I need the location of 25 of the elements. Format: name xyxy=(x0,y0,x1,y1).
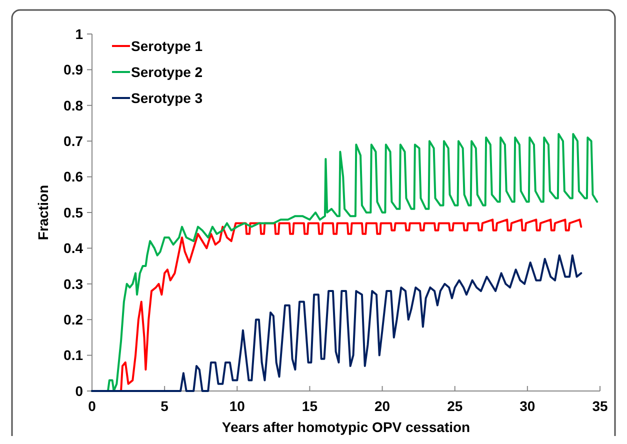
x-tick-label: 10 xyxy=(229,398,246,414)
x-tick-label: 25 xyxy=(447,398,463,414)
x-tick-label: 5 xyxy=(160,398,169,414)
x-tick-label: 30 xyxy=(520,398,536,414)
legend-label: Serotype 2 xyxy=(131,64,203,80)
y-tick-label: 0.9 xyxy=(64,62,84,78)
y-tick-label: 0.3 xyxy=(64,276,84,292)
y-tick-label: 0.6 xyxy=(64,168,84,185)
y-tick-label: 0.2 xyxy=(64,312,84,328)
y-tick-label: 0.8 xyxy=(64,97,84,114)
y-tick-label: 0.4 xyxy=(64,240,84,256)
y-axis-title: Fraction xyxy=(35,184,51,240)
x-tick-label: 35 xyxy=(592,398,608,414)
x-tick-label: 20 xyxy=(374,398,390,414)
y-tick-label: 0.1 xyxy=(64,347,84,364)
legend-label: Serotype 1 xyxy=(131,38,203,54)
x-tick-label: 15 xyxy=(302,398,318,414)
y-tick-label: 0 xyxy=(75,382,84,399)
y-tick-label: 0.5 xyxy=(64,204,84,220)
y-tick-label: 1 xyxy=(75,26,84,42)
line-series xyxy=(91,254,582,392)
y-tick-label: 0.7 xyxy=(64,133,84,149)
x-axis-title: Years after homotypic OPV cessation xyxy=(222,419,470,435)
x-tick-label: 0 xyxy=(88,398,96,414)
legend-label: Serotype 3 xyxy=(131,90,203,106)
